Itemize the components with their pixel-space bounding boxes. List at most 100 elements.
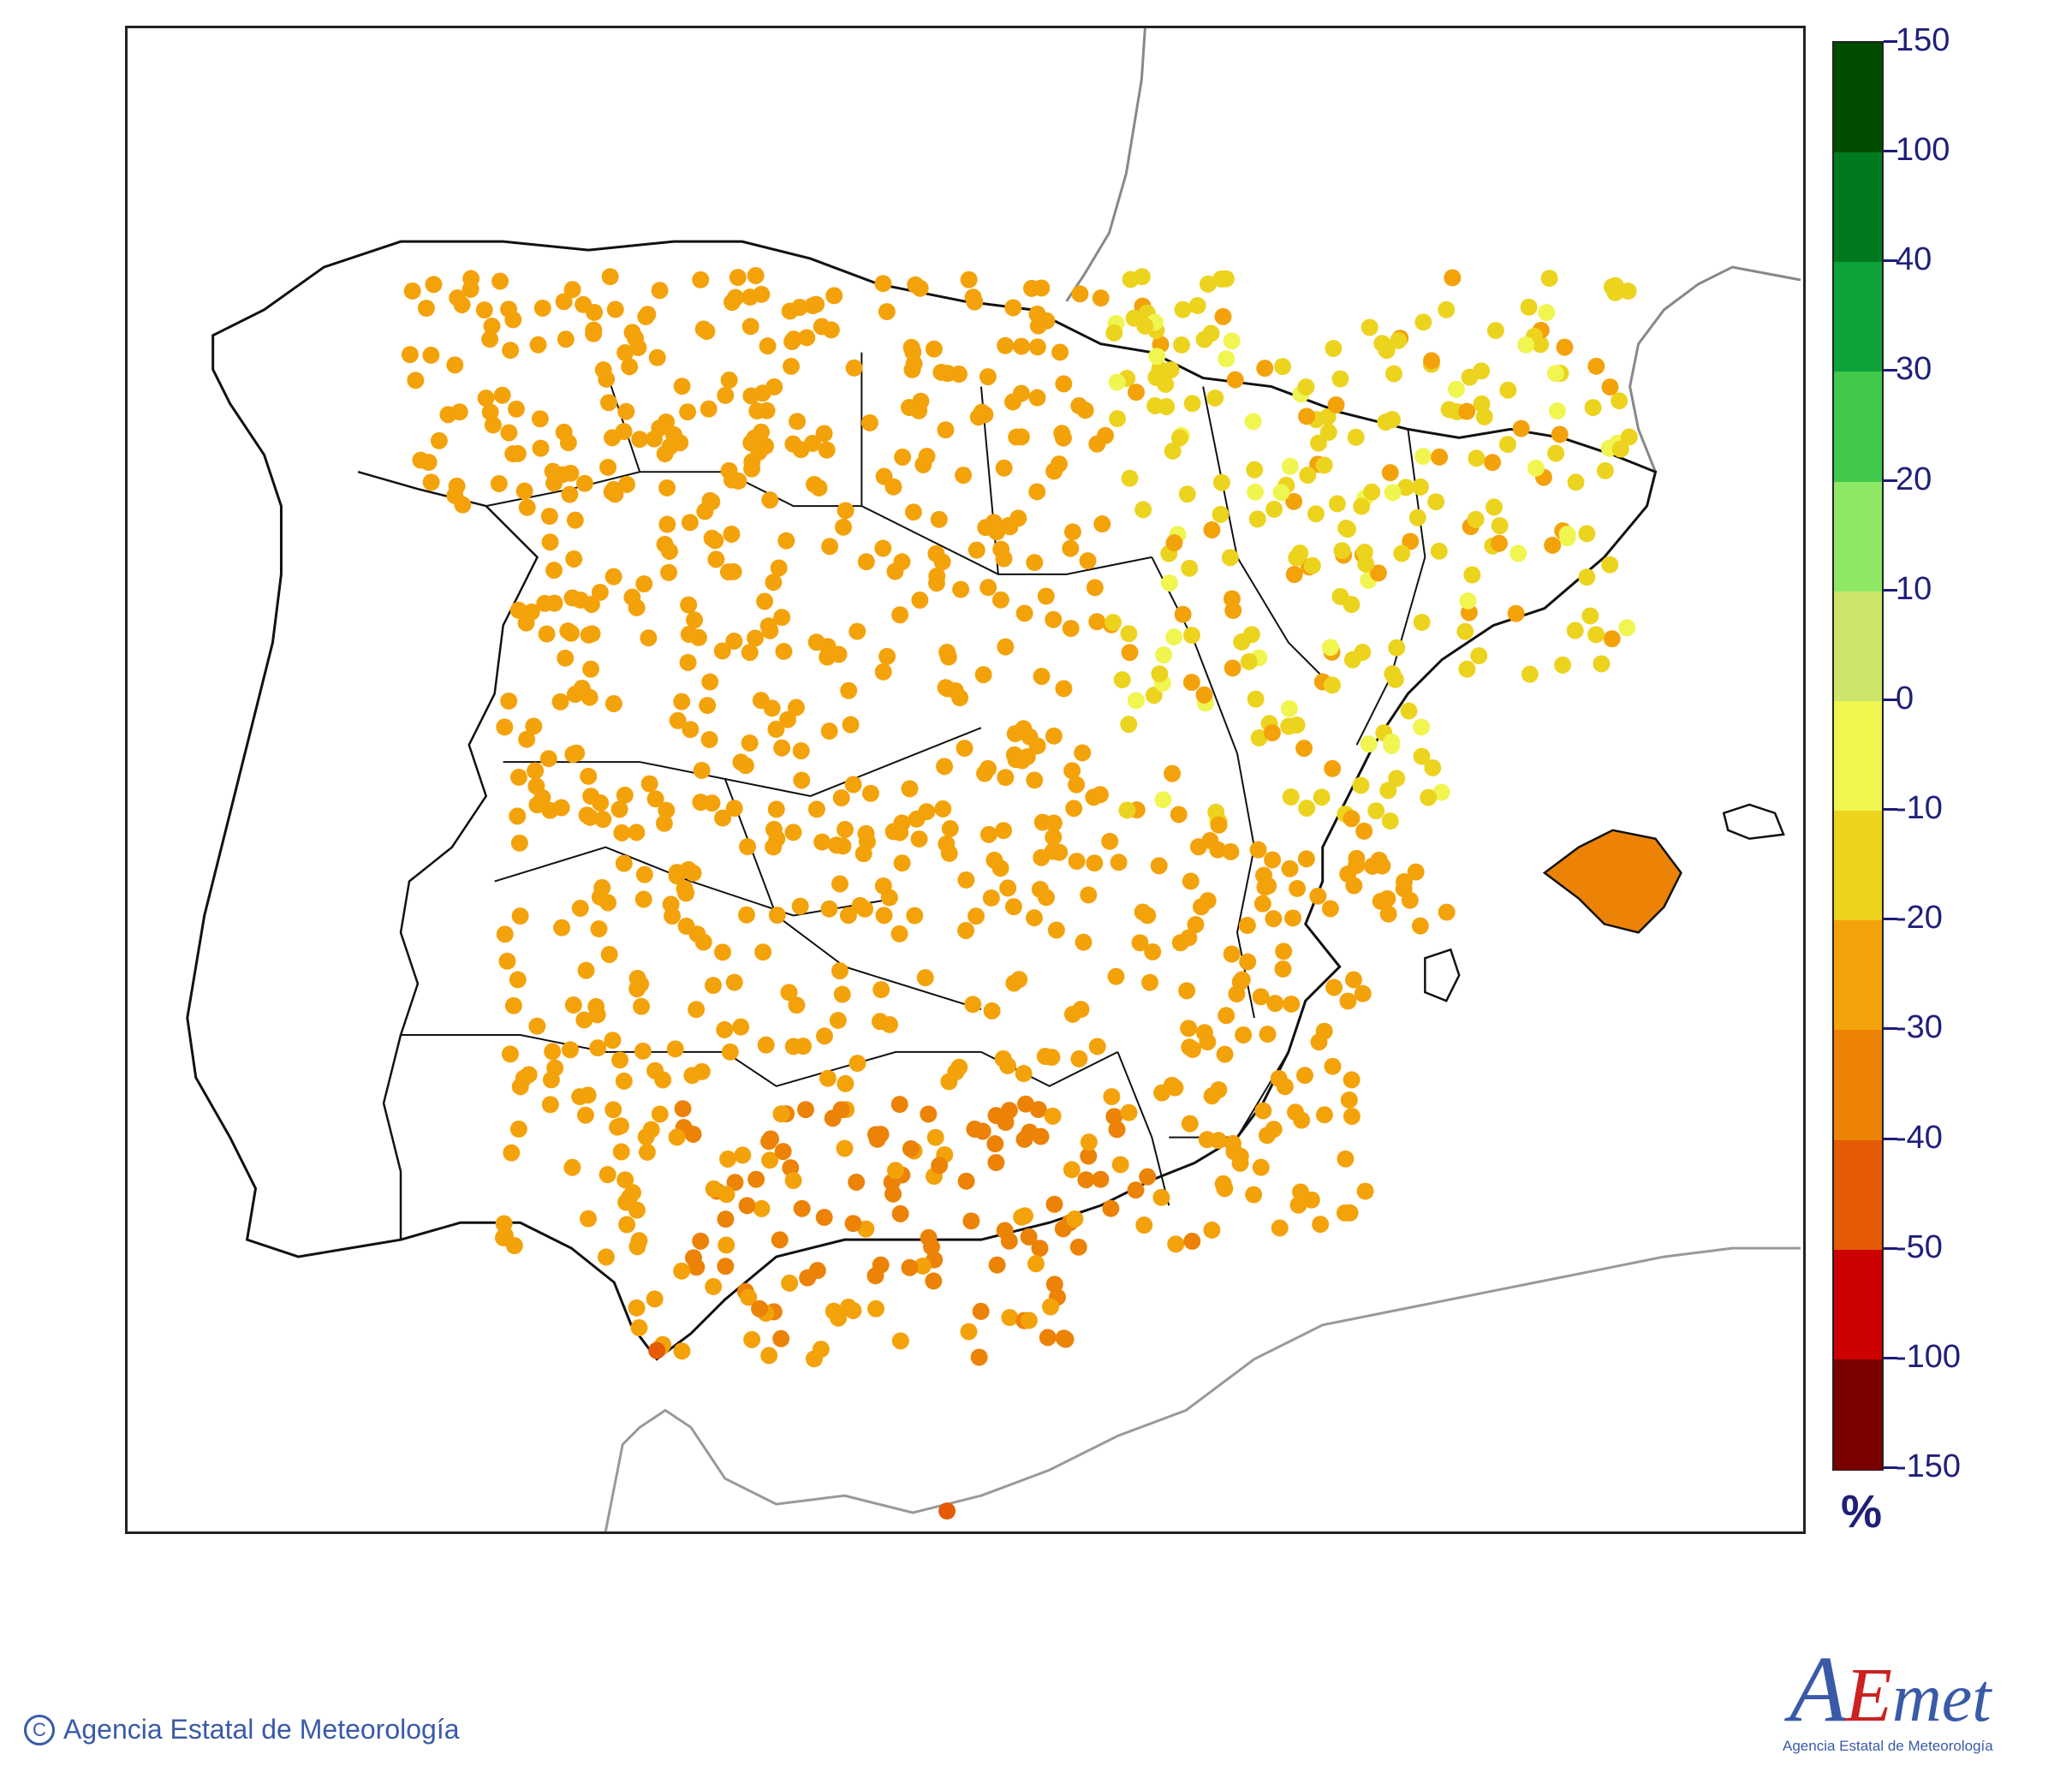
color-legend xyxy=(1832,41,1884,1471)
station-dot xyxy=(481,403,499,421)
station-dot xyxy=(839,1299,857,1316)
station-dot xyxy=(987,1154,1005,1172)
station-dot xyxy=(834,837,852,855)
station-dot xyxy=(1299,467,1317,485)
station-dot xyxy=(509,601,527,619)
station-dot xyxy=(741,644,759,662)
station-dot xyxy=(1225,1143,1243,1161)
station-dot xyxy=(541,533,559,551)
station-dot xyxy=(1458,660,1476,678)
station-dot xyxy=(1408,508,1426,526)
station-dot xyxy=(997,769,1015,787)
station-dot xyxy=(773,609,791,627)
station-dot xyxy=(1045,1276,1063,1293)
station-dot xyxy=(510,834,528,852)
station-dot xyxy=(926,1128,944,1146)
station-dot xyxy=(1012,384,1030,402)
station-dot xyxy=(1284,909,1301,927)
station-dot xyxy=(1031,1240,1049,1258)
station-dot xyxy=(1461,368,1479,386)
station-dot xyxy=(1180,1020,1198,1038)
station-dot xyxy=(599,894,617,912)
station-dot xyxy=(1016,1207,1033,1225)
station-dot xyxy=(545,594,563,612)
station-dot xyxy=(836,1139,854,1157)
station-dot xyxy=(829,1011,847,1029)
station-dot xyxy=(941,820,959,837)
station-dot xyxy=(1080,886,1098,904)
station-dot xyxy=(693,761,711,779)
station-dot xyxy=(686,611,704,629)
station-dot xyxy=(679,654,697,671)
station-dot xyxy=(923,1238,940,1256)
station-dot xyxy=(1549,402,1566,420)
station-dot xyxy=(920,1105,938,1123)
station-dot xyxy=(1110,853,1128,871)
station-dot xyxy=(527,777,545,795)
map-canvas[interactable] xyxy=(128,28,1803,1531)
station-dot xyxy=(1245,1186,1263,1204)
station-dot xyxy=(738,1197,756,1215)
station-dot xyxy=(772,1105,790,1123)
legend-tick xyxy=(1884,918,1897,921)
station-dot xyxy=(615,854,633,872)
station-dot xyxy=(1203,1087,1221,1105)
station-dot xyxy=(781,1274,799,1292)
station-dot xyxy=(666,1040,684,1058)
station-dot xyxy=(1147,368,1165,386)
station-dot xyxy=(1252,1158,1270,1176)
station-dot xyxy=(1085,788,1103,806)
station-dot xyxy=(579,1086,597,1104)
station-dot xyxy=(461,280,479,298)
station-dot xyxy=(807,295,825,313)
station-dot xyxy=(581,808,599,826)
station-dot xyxy=(1233,633,1251,651)
station-dot xyxy=(1486,498,1503,516)
station-dot xyxy=(795,1038,813,1056)
station-dot xyxy=(1270,1069,1288,1087)
station-dot xyxy=(1381,464,1399,482)
station-dots xyxy=(401,267,1638,1520)
station-dot xyxy=(525,717,543,735)
station-dot xyxy=(504,996,522,1014)
station-dot xyxy=(509,971,527,989)
station-dot xyxy=(658,801,676,819)
station-dot xyxy=(1390,331,1408,349)
station-dot xyxy=(960,1323,978,1341)
station-dot xyxy=(1028,389,1046,407)
station-dot xyxy=(1187,916,1205,934)
station-dot xyxy=(784,824,802,841)
station-dot xyxy=(1198,1131,1216,1149)
station-dot xyxy=(1527,459,1545,477)
station-dot xyxy=(793,1199,811,1217)
station-dot xyxy=(848,1055,866,1073)
station-dot xyxy=(422,473,440,491)
station-dot xyxy=(1339,865,1357,883)
station-dot xyxy=(1556,338,1574,356)
station-dot xyxy=(1042,1298,1059,1316)
station-dot xyxy=(902,1139,920,1157)
station-dot xyxy=(1074,744,1092,762)
station-dot xyxy=(1015,604,1033,622)
station-dot xyxy=(1520,298,1538,316)
france-border xyxy=(1065,28,1146,302)
station-dot xyxy=(1383,736,1401,754)
station-dot xyxy=(1507,604,1525,622)
station-dot xyxy=(563,1158,581,1176)
station-dot xyxy=(1339,520,1357,538)
station-dot xyxy=(1413,747,1431,765)
station-dot xyxy=(808,1262,826,1280)
station-dot xyxy=(751,1299,769,1317)
station-dot xyxy=(1601,378,1619,396)
station-dot xyxy=(1324,676,1341,694)
station-dot xyxy=(757,1036,775,1054)
station-dot xyxy=(685,1249,702,1267)
station-dot xyxy=(1108,373,1126,391)
station-dot xyxy=(931,1157,949,1174)
station-dot xyxy=(483,318,501,335)
station-dot xyxy=(1360,735,1378,753)
station-dot xyxy=(1212,505,1230,523)
station-dot xyxy=(871,1013,889,1031)
station-dot xyxy=(725,973,743,991)
station-dot xyxy=(818,441,836,459)
